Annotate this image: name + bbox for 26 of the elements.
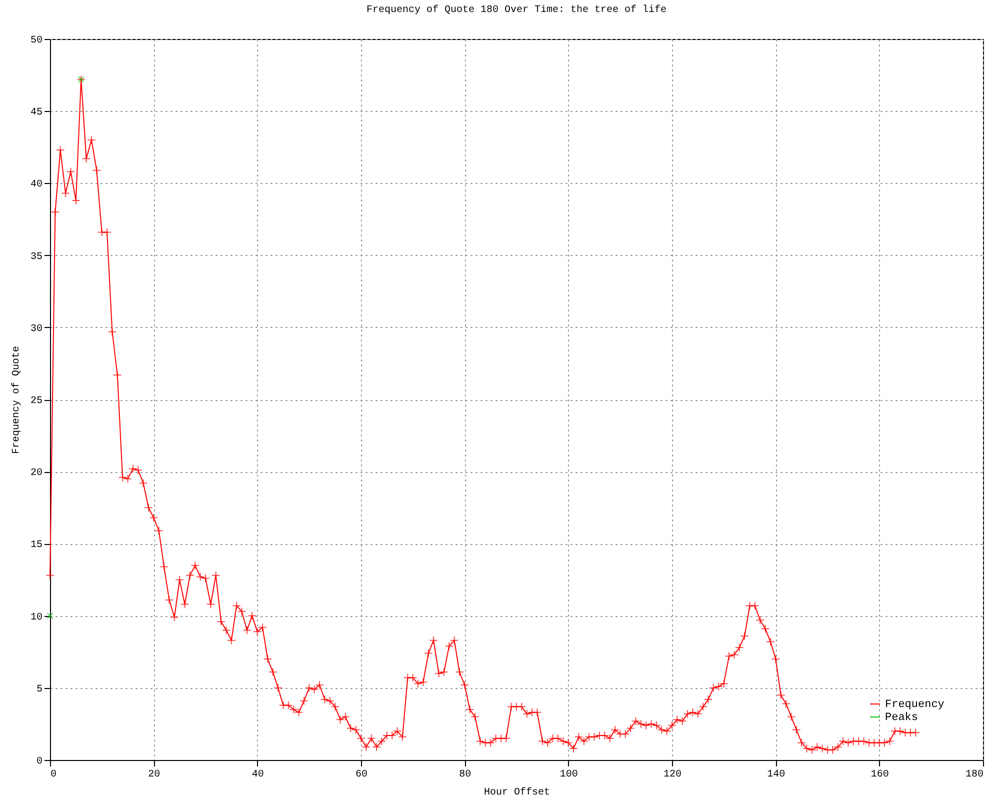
x-tick-label: 40 (252, 770, 264, 780)
y-tick-label: 45 (30, 108, 42, 119)
legend-label: Peaks (885, 712, 918, 724)
y-tick-label: 0 (36, 756, 42, 768)
legend-label: Frequency (885, 699, 945, 711)
x-tick-label: 80 (459, 770, 472, 780)
y-tick-label: 35 (30, 252, 42, 263)
y-tick-label: 10 (30, 612, 42, 624)
y-tick-label: 15 (30, 540, 42, 552)
y-tick-label: 25 (30, 396, 42, 407)
x-axis-title: Hour Offset (484, 786, 550, 798)
y-tick-label: 30 (30, 324, 42, 335)
y-tick-label: 20 (30, 468, 42, 480)
x-tick-label: 140 (767, 770, 786, 780)
chart-title: Frequency of Quote 180 Over Time: the tree of life (366, 4, 667, 16)
x-tick-label: 60 (355, 770, 368, 780)
x-tick-label: 160 (870, 770, 889, 780)
x-tick-label: 20 (148, 770, 160, 780)
y-axis-title: Frequency of Quote (10, 346, 22, 454)
y-tick-label: 5 (36, 684, 42, 696)
x-tick-label: 0 (50, 770, 57, 780)
x-tick-label: 100 (560, 770, 578, 780)
y-tick-label: 40 (30, 180, 42, 191)
x-tick-label: 120 (663, 770, 682, 780)
y-tick-label: 50 (30, 36, 42, 46)
x-tick-label: 180 (965, 770, 984, 780)
